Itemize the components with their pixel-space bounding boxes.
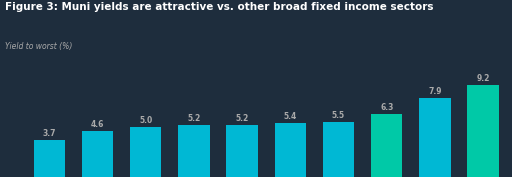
Text: 5.0: 5.0 [139,116,153,125]
Bar [323,122,354,177]
Text: 5.2: 5.2 [236,114,249,123]
Bar [130,127,161,177]
Bar [34,140,65,177]
Text: 5.2: 5.2 [187,114,201,123]
Bar [178,125,209,177]
Bar [82,131,113,177]
Bar [371,114,402,177]
Text: 7.9: 7.9 [428,87,442,96]
Text: 5.5: 5.5 [332,111,345,120]
Text: Yield to worst (%): Yield to worst (%) [5,42,73,52]
Bar [226,125,258,177]
Bar [419,98,451,177]
Text: 9.2: 9.2 [476,74,490,83]
Text: 4.6: 4.6 [91,120,104,129]
Text: Figure 3: Muni yields are attractive vs. other broad fixed income sectors: Figure 3: Muni yields are attractive vs.… [5,2,434,12]
Text: 6.3: 6.3 [380,103,393,112]
Bar [467,85,499,177]
Text: 3.7: 3.7 [42,129,56,138]
Bar [274,123,306,177]
Text: 5.4: 5.4 [284,112,297,121]
